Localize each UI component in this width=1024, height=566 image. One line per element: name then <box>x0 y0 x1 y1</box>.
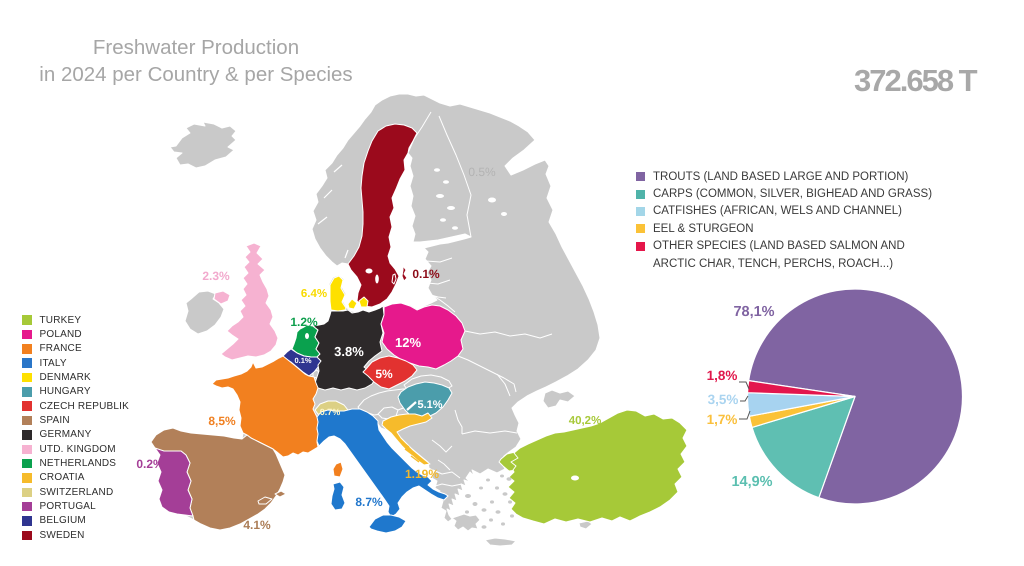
svg-text:1.2%: 1.2% <box>290 315 318 329</box>
svg-text:12%: 12% <box>395 335 421 350</box>
svg-text:1.19%: 1.19% <box>405 467 439 481</box>
svg-text:1,7%: 1,7% <box>707 412 738 427</box>
svg-text:6.4%: 6.4% <box>301 288 327 300</box>
svg-text:8,5%: 8,5% <box>208 414 236 428</box>
svg-text:2.3%: 2.3% <box>202 269 230 283</box>
svg-text:5.1%: 5.1% <box>417 399 442 411</box>
svg-text:3,5%: 3,5% <box>708 392 739 407</box>
svg-text:8.7%: 8.7% <box>355 495 383 509</box>
svg-text:1,8%: 1,8% <box>707 368 738 383</box>
svg-text:40,2%: 40,2% <box>569 415 602 427</box>
svg-text:14,9%: 14,9% <box>731 474 772 490</box>
svg-text:4.1%: 4.1% <box>243 518 271 532</box>
svg-text:0.1%: 0.1% <box>412 267 440 281</box>
svg-text:0.5%: 0.5% <box>468 165 496 179</box>
svg-text:0.1%: 0.1% <box>294 356 311 365</box>
svg-text:78,1%: 78,1% <box>733 304 774 320</box>
svg-text:0.7%: 0.7% <box>320 407 341 417</box>
svg-text:0.2%: 0.2% <box>136 457 164 471</box>
svg-text:5%: 5% <box>375 367 393 381</box>
svg-text:3.8%: 3.8% <box>334 344 364 359</box>
